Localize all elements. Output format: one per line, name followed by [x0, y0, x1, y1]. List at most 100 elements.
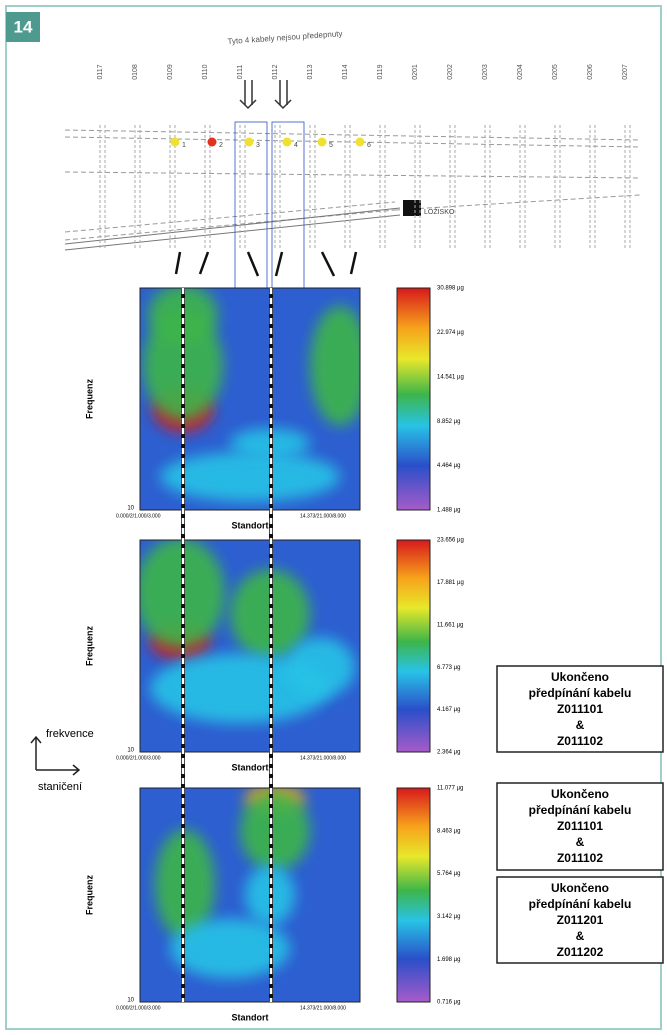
note-line: &	[576, 835, 585, 849]
note-line: předpínání kabelu	[529, 686, 632, 700]
heatmap-frame	[139, 287, 361, 511]
x-tick: 14.373/21.000/8.000	[300, 1005, 346, 1011]
heatmap-blob	[285, 637, 355, 698]
marker-label: 1	[182, 142, 186, 149]
colorbar-label: 17.881 µg	[437, 580, 464, 586]
heatmap-blob	[170, 918, 290, 979]
plan-note: Tyto 4 kabely nejsou předepnuty	[227, 29, 343, 46]
cable-label: 0202	[447, 64, 454, 80]
colorbar-label: 11.661 µg	[437, 622, 463, 628]
note-box	[496, 876, 664, 964]
note-line: Z011102	[557, 851, 603, 865]
heatmap-blob	[140, 540, 225, 648]
figure-number: 14	[14, 17, 33, 36]
note-line: Ukončeno	[551, 787, 609, 801]
heatmap	[140, 540, 360, 752]
colorbar-label: 11.077 µg	[437, 786, 463, 792]
cable-label: 0203	[482, 64, 489, 80]
cable-label: 0117	[97, 64, 104, 79]
y-label: Frequenz	[84, 379, 94, 420]
heatmap-blob	[240, 790, 310, 871]
note-line: &	[576, 929, 585, 943]
y-label: Frequenz	[84, 626, 94, 667]
note-box	[496, 665, 664, 753]
colorbar-label: 22.974 µg	[437, 330, 464, 336]
cable-label: 0110	[202, 64, 209, 79]
y-tick: 10	[127, 998, 134, 1004]
marker-label: 3	[256, 142, 260, 149]
marker	[282, 137, 292, 147]
colorbar	[396, 539, 431, 753]
note-box	[496, 782, 664, 871]
x-tick: 0.000/2/1.000/3.000	[116, 1005, 161, 1011]
colorbar-label: 0.716 µg	[437, 1000, 460, 1006]
colorbar-label: 23.656 µg	[437, 538, 464, 544]
y-tick: 10	[127, 506, 134, 512]
note-line: předpínání kabelu	[529, 897, 632, 911]
colorbar	[396, 287, 431, 511]
cable-label: 0206	[587, 64, 594, 80]
axis-legend-y: frekvence	[46, 728, 94, 740]
cable-label: 0204	[517, 64, 524, 80]
note-line: Z011201	[557, 913, 604, 927]
note-line: Z011202	[557, 945, 604, 959]
bearing-label: LOŽISKO	[424, 207, 455, 216]
x-tick: 14.373/21.000/8.000	[300, 513, 346, 519]
heatmap-frame	[139, 539, 361, 753]
x-tick: 0.000/2/1.000/3.000	[116, 755, 161, 761]
plan	[64, 80, 641, 293]
cable-label: 0119	[377, 64, 384, 79]
x-tick: 14.373/21.000/8.000	[300, 755, 346, 761]
cable-label: 0113	[307, 64, 314, 79]
colorbar-label: 30.898 µg	[437, 286, 464, 292]
marker-label: 5	[329, 142, 333, 149]
marker	[170, 137, 180, 147]
note-line: Ukončeno	[551, 670, 609, 684]
heatmap	[140, 288, 360, 510]
note-line: Z011101	[557, 702, 603, 716]
badge	[6, 12, 40, 42]
cable-label: 0114	[342, 64, 349, 79]
marker-label: 6	[367, 142, 371, 149]
colorbar-label: 4.464 µg	[437, 463, 460, 469]
heatmap-blob	[310, 305, 360, 426]
heatmap-blob	[160, 451, 340, 502]
colorbar-label: 5.764 µg	[437, 871, 460, 877]
cable-label: 0205	[552, 64, 559, 80]
note-line: Ukončeno	[551, 881, 609, 895]
heatmap-blob	[150, 653, 330, 724]
colorbar-label: 4.167 µg	[437, 707, 460, 713]
note-line: Z011102	[557, 734, 603, 748]
cable-label: 0109	[167, 64, 174, 80]
colorbar-label: 8.463 µg	[437, 828, 460, 834]
axis-legend-x: staničení	[38, 781, 82, 793]
cable-label: 0207	[622, 64, 629, 80]
colorbar	[396, 787, 431, 1003]
colorbar-label: 1.698 µg	[437, 957, 460, 963]
marker	[355, 137, 365, 147]
marker-label: 4	[294, 142, 298, 149]
marker	[244, 137, 254, 147]
note-line: &	[576, 718, 585, 732]
frame	[5, 5, 662, 1030]
heatmap	[140, 788, 360, 1002]
marker-label: 2	[219, 142, 223, 149]
colorbar-label: 3.142 µg	[437, 914, 460, 920]
colorbar-label: 14.541 µg	[437, 374, 464, 380]
note-line: Z011101	[557, 819, 603, 833]
colorbar-label: 1.488 µg	[437, 508, 460, 514]
colorbar-label: 2.364 µg	[437, 750, 460, 756]
colorbar-label: 6.773 µg	[437, 665, 460, 671]
note-line: předpínání kabelu	[529, 803, 632, 817]
y-label: Frequenz	[84, 875, 94, 916]
heatmap-frame	[139, 787, 361, 1003]
cable-label: 0108	[132, 64, 139, 80]
cable-label: 0201	[412, 64, 419, 80]
y-tick: 10	[127, 748, 134, 754]
x-label: Standort	[232, 762, 269, 772]
x-label: Standort	[232, 1012, 269, 1022]
marker	[207, 137, 217, 147]
marker	[317, 137, 327, 147]
x-label: Standort	[232, 520, 269, 530]
